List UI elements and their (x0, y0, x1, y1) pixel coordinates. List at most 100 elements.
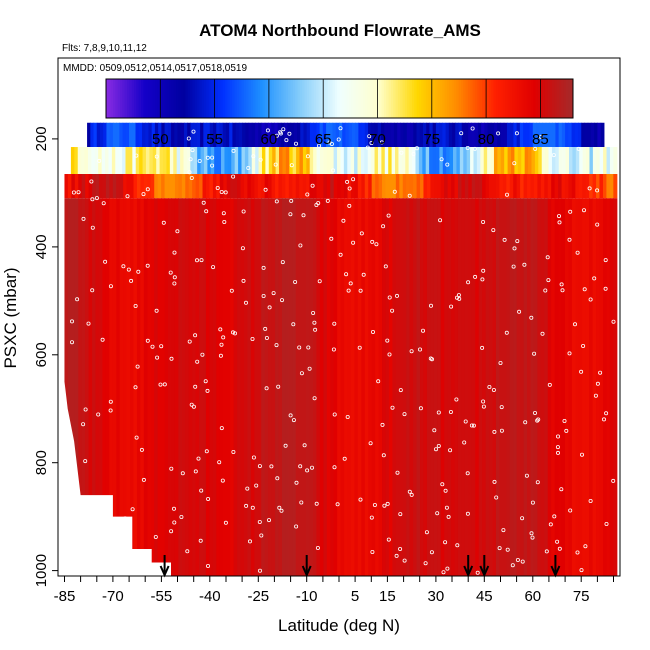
field-cell (209, 122, 214, 148)
sample-point (424, 530, 429, 535)
field-cell (88, 198, 93, 577)
field-cell (473, 147, 478, 175)
colorbar-swatch (435, 79, 439, 118)
colorbar-swatch (488, 79, 492, 118)
field-cell (355, 122, 359, 148)
field-cell (592, 174, 597, 199)
field-cell (489, 174, 494, 199)
field-cell (81, 147, 86, 175)
field-cell (118, 147, 123, 175)
field-cell (388, 174, 393, 199)
field-cell (481, 122, 485, 148)
field-cell (466, 147, 471, 175)
field-cell (403, 122, 408, 148)
sample-point (491, 228, 496, 233)
colorbar-swatch (484, 79, 488, 118)
field-cell (606, 198, 611, 577)
colorbar-swatch (362, 79, 366, 118)
field-cell (461, 198, 466, 577)
field-cell (463, 147, 468, 175)
colorbar-swatch (444, 79, 448, 118)
field-cell (457, 174, 463, 199)
sample-point (457, 296, 462, 301)
field-cell (224, 147, 229, 175)
colorbar-swatch (253, 79, 256, 118)
field-cell (357, 174, 362, 199)
field-cell (344, 174, 349, 199)
sample-point (203, 379, 208, 384)
field-cell (81, 198, 86, 577)
field-cell (243, 198, 249, 577)
field-cell (278, 174, 283, 199)
field-cell (313, 174, 318, 199)
field-cell (445, 122, 450, 148)
sample-point (386, 213, 391, 218)
field-cell (233, 198, 238, 577)
sample-point (381, 224, 386, 229)
colorbar-swatch (208, 79, 212, 118)
field-cell (584, 122, 589, 148)
sample-point (435, 511, 440, 516)
field-cell (547, 198, 552, 577)
colorbar-swatch (334, 79, 338, 118)
field-cell (238, 122, 243, 148)
field-cell (108, 147, 113, 175)
sample-point (284, 138, 289, 143)
field-cell (275, 198, 280, 577)
field-cell (105, 174, 110, 199)
field-cell (138, 122, 143, 148)
field-cell (416, 122, 421, 148)
field-cell (78, 174, 83, 199)
field-cell (302, 174, 307, 199)
field-cell (347, 147, 352, 175)
sample-point (361, 272, 366, 277)
field-cell (348, 122, 353, 148)
colorbar-tick-label: 65 (315, 131, 332, 148)
colorbar-swatch (220, 79, 224, 118)
field-cell (406, 198, 411, 577)
field-cell (257, 174, 262, 199)
field-cell (275, 174, 280, 199)
field-cell (173, 147, 178, 175)
sample-point (595, 381, 600, 386)
colorbar-swatch (418, 79, 422, 118)
sample-point (175, 229, 180, 234)
sample-point (411, 151, 416, 156)
field-cell (306, 147, 311, 175)
colorbar-swatch (152, 79, 156, 118)
field-cell (554, 198, 559, 577)
field-cell (109, 198, 114, 577)
sample-point (562, 418, 567, 423)
field-cell (105, 198, 110, 577)
field-cell (597, 122, 602, 148)
sample-point (263, 187, 268, 192)
field-cell (130, 198, 135, 577)
colorbar-swatch (290, 79, 294, 118)
colorbar-tick-label: 55 (206, 131, 223, 148)
field-cell (578, 174, 583, 199)
field-cell (384, 147, 389, 175)
field-cell (142, 147, 147, 175)
colorbar-swatch (460, 79, 464, 118)
sample-point (302, 443, 307, 448)
colorbar-swatch (556, 79, 560, 118)
sample-point (195, 359, 200, 364)
colorbar-swatch (381, 79, 385, 118)
sample-point (420, 328, 425, 333)
field-cell (133, 198, 138, 577)
field-cell (309, 174, 314, 199)
sample-point (369, 140, 374, 145)
field-cell (596, 198, 601, 577)
chart-title: ATOM4 Northbound Flowrate_AMS (199, 21, 481, 40)
field-cell (254, 174, 259, 199)
field-cell (212, 198, 217, 577)
field-cell (464, 174, 469, 199)
field-cell (115, 147, 120, 175)
field-cell (154, 198, 159, 577)
sample-point (100, 337, 105, 342)
field-cell (167, 122, 172, 148)
colorbar-swatch (554, 79, 558, 118)
field-cell (392, 198, 397, 577)
field-cell (313, 122, 317, 148)
field-cell (516, 174, 521, 199)
